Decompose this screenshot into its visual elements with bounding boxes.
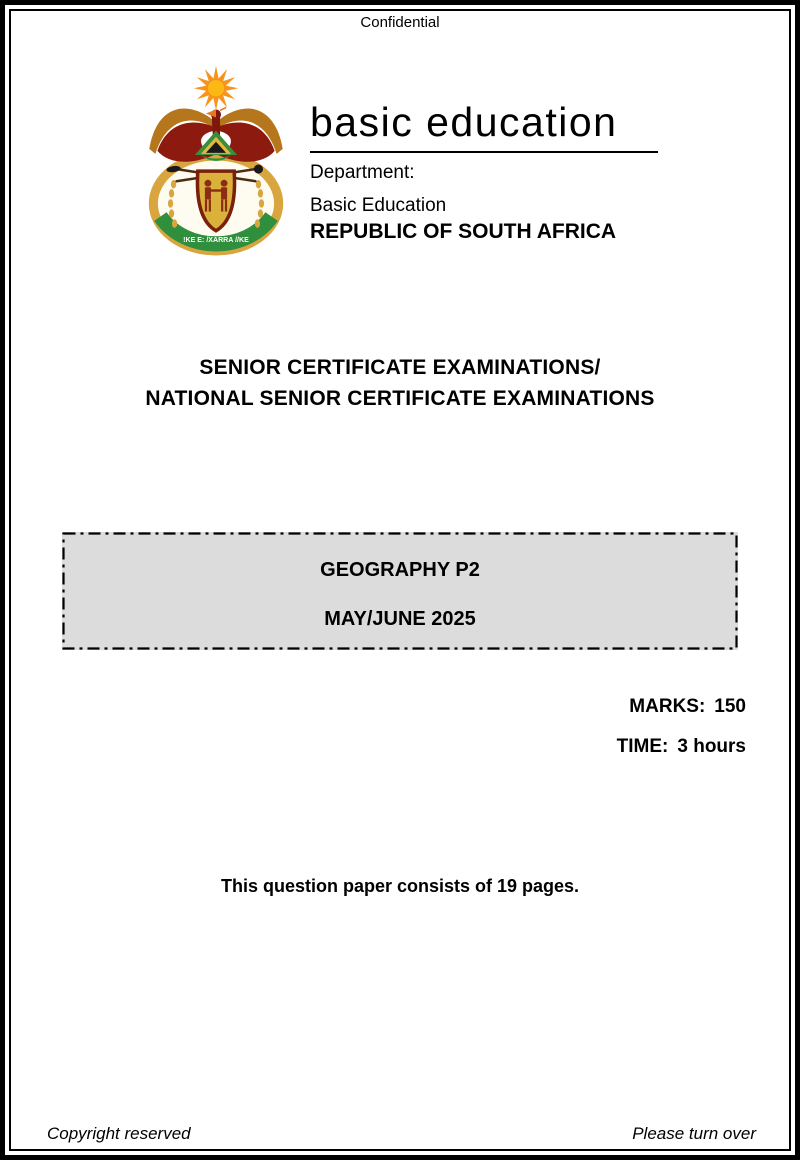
turn-over-notice: Please turn over (632, 1124, 756, 1143)
dash-dot-border (62, 532, 738, 650)
time-line: TIME: 3 hours (617, 736, 746, 758)
department-name: Basic Education (310, 195, 447, 217)
brand-underline (310, 151, 658, 154)
pages-note: This question paper consists of 19 pages… (220, 876, 580, 896)
wheat-ears-icon (167, 180, 265, 228)
exam-session: MAY/JUNE 2025 (324, 608, 476, 630)
marks-label: MARKS: (629, 696, 706, 717)
brand-title: basic education (310, 99, 618, 145)
marks-line: MARKS: 150 (629, 696, 746, 718)
time-value: 3 hours (677, 736, 746, 757)
exam-heading: SENIOR CERTIFICATE EXAMINATIONS/ NATIONA… (0, 352, 800, 414)
confidential-label: Confidential (360, 14, 440, 31)
copyright-notice: Copyright reserved (47, 1124, 191, 1143)
country-name: REPUBLIC OF SOUTH AFRICA (310, 220, 617, 244)
subject-box: GEOGRAPHY P2 MAY/JUNE 2025 (62, 532, 738, 650)
marks-value: 150 (714, 696, 746, 717)
exam-heading-line2: NATIONAL SENIOR CERTIFICATE EXAMINATIONS (145, 387, 655, 410)
department-label: Department: (310, 162, 415, 184)
motto-text: !KE E: /XARRA //KE (183, 237, 249, 244)
subject-title: GEOGRAPHY P2 (320, 559, 480, 581)
time-label: TIME: (616, 736, 669, 757)
exam-heading-line1: SENIOR CERTIFICATE EXAMINATIONS/ (199, 356, 601, 379)
coat-of-arms-icon: !KE E: /XARRA //KE (148, 66, 284, 256)
shield-figures-icon (204, 179, 228, 212)
coat-of-arms-logo: !KE E: /XARRA //KE (140, 64, 292, 256)
masthead: basic education Department: Basic Educat… (310, 99, 670, 245)
